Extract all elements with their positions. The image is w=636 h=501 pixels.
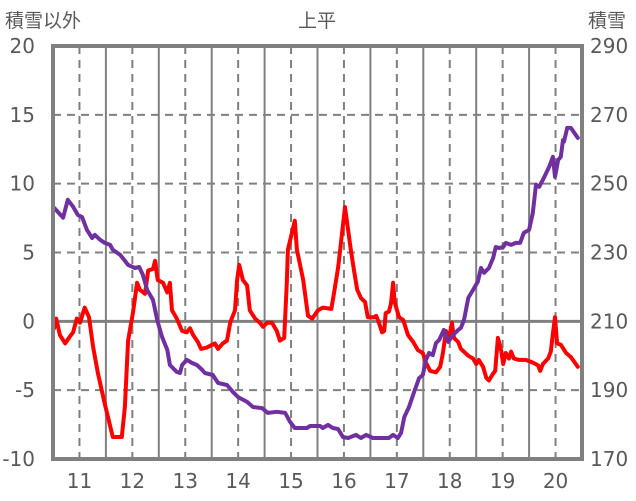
series-line-snow <box>52 125 580 440</box>
left-y-tick-label: -5 <box>15 378 35 402</box>
x-tick-label: 16 <box>331 469 356 493</box>
right-y-tick-label: 170 <box>590 447 628 471</box>
left-y-tick-label: 20 <box>10 34 35 58</box>
plot-border <box>51 44 584 461</box>
x-tick-label: 15 <box>278 469 303 493</box>
x-tick-label: 12 <box>120 469 145 493</box>
x-tick-label: 11 <box>67 469 92 493</box>
right-y-tick-label: 270 <box>590 103 628 127</box>
x-tick-label: 13 <box>173 469 198 493</box>
right-y-tick-label: 210 <box>590 309 628 333</box>
x-tick-label: 19 <box>490 469 515 493</box>
left-y-tick-label: 0 <box>22 309 35 333</box>
right-y-tick-label: 290 <box>590 34 628 58</box>
right-y-tick-label: 230 <box>590 241 628 265</box>
left-y-tick-label: -10 <box>2 447 35 471</box>
x-tick-label: 14 <box>225 469 250 493</box>
series-group <box>52 125 580 440</box>
x-tick-label: 18 <box>437 469 462 493</box>
x-tick-label: 17 <box>384 469 409 493</box>
left-y-tick-label: 10 <box>10 172 35 196</box>
right-y-tick-label: 250 <box>590 172 628 196</box>
tick-labels: 11 12 13 14 15 16 17 18 19 20 20 15 10 5 0 -5 -10 290 270 2… <box>2 34 628 493</box>
gridlines <box>53 46 582 459</box>
chart-title: 上平 <box>298 10 336 32</box>
left-axis-title: 積雪以外 <box>5 10 81 32</box>
left-y-tick-label: 15 <box>10 103 35 127</box>
left-y-tick-label: 5 <box>22 241 35 265</box>
series-line-non-snow <box>52 205 580 439</box>
right-axis-title: 積雪 <box>588 10 626 32</box>
x-tick-label: 20 <box>543 469 568 493</box>
right-y-tick-label: 190 <box>590 378 628 402</box>
